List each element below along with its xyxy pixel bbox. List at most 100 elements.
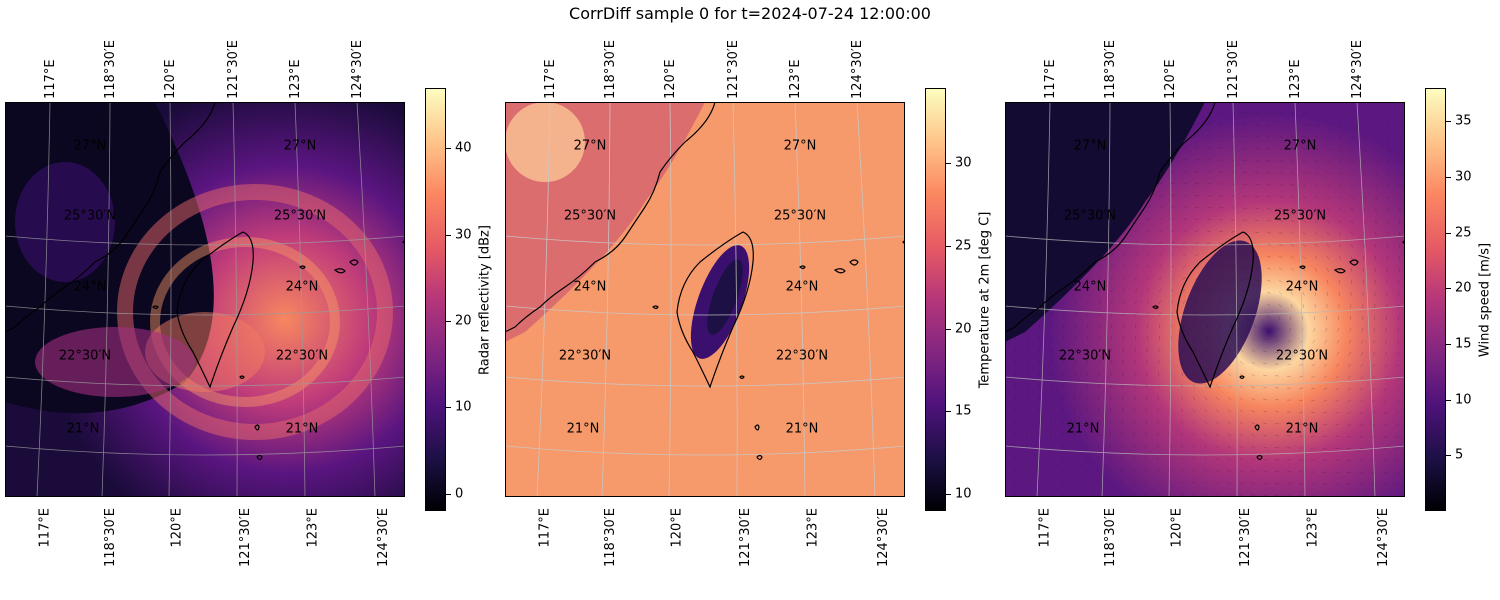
- wind-vector: [1038, 324, 1041, 329]
- wind-vector: [1014, 264, 1018, 269]
- wind-vector: [1049, 444, 1052, 449]
- colorbar-tick-label: 20: [955, 321, 972, 337]
- wind-vector: [1278, 291, 1283, 295]
- wind-vector: [1144, 444, 1148, 449]
- wind-vector: [1146, 134, 1151, 137]
- island-coastline: [1299, 265, 1306, 270]
- mainland-coastline: [5, 102, 216, 333]
- wind-vector: [1314, 315, 1316, 320]
- wind-vector: [1335, 375, 1340, 379]
- wind-vector: [1061, 480, 1064, 485]
- colorbar-tick: [446, 148, 451, 150]
- wind-vector: [1326, 267, 1329, 272]
- wind-vector: [1073, 432, 1076, 437]
- wind-vector: [1239, 421, 1244, 425]
- wind-vector: [1362, 303, 1364, 309]
- wind-vector: [1014, 204, 1018, 209]
- wind-vector: [1134, 288, 1138, 293]
- wind-vector: [1014, 121, 1019, 125]
- wind-vector: [1302, 255, 1306, 260]
- wind-vector: [1263, 434, 1268, 437]
- wind-vector: [1325, 327, 1328, 332]
- latitude-label: 21°N: [66, 421, 100, 437]
- wind-vector: [1335, 435, 1340, 438]
- bottom-longitude-tick-label: 118°30′E: [1103, 508, 1118, 568]
- colorbar-tick: [1446, 121, 1451, 123]
- wind-vector: [1062, 276, 1066, 281]
- wind-vector: [1263, 482, 1268, 485]
- wind-vector: [1013, 492, 1016, 497]
- wind-vector: [1132, 444, 1136, 449]
- wind-vector: [1038, 204, 1042, 209]
- wind-vector: [1014, 276, 1018, 281]
- wind-vector: [1326, 183, 1331, 187]
- wind-vector: [1398, 195, 1402, 200]
- wind-vector: [1203, 457, 1208, 461]
- wind-vector: [1181, 372, 1184, 377]
- wind-vector: [1218, 324, 1220, 329]
- wind-vector: [1374, 255, 1377, 260]
- wind-vector: [1266, 183, 1271, 186]
- wind-vector: [1242, 171, 1248, 173]
- wind-vector: [1086, 252, 1090, 257]
- wind-vector: [1074, 228, 1078, 233]
- wind-vector: [1156, 444, 1160, 449]
- wind-vector: [1302, 147, 1307, 151]
- wind-vector: [1049, 456, 1052, 461]
- bottom-longitude-tick-label: 117°E: [538, 508, 553, 548]
- wind-vector: [1097, 432, 1100, 437]
- wind-vector: [1314, 171, 1319, 175]
- bottom-longitude-tick-label: 118°30′E: [103, 508, 118, 568]
- latitude-label: 24°N: [573, 279, 607, 295]
- wind-vector: [1110, 300, 1113, 305]
- wind-vector: [1263, 446, 1268, 449]
- wind-vector: [1215, 493, 1220, 497]
- wind-vector: [1086, 324, 1089, 329]
- wind-vector: [1157, 384, 1160, 389]
- wind-vector: [1182, 147, 1188, 149]
- wind-vector: [1144, 468, 1148, 473]
- wind-vector: [1302, 123, 1307, 127]
- wind-vector: [1326, 243, 1330, 248]
- wind-vector: [1383, 471, 1388, 474]
- wind-vector: [1239, 397, 1244, 401]
- colorbar-tick: [446, 321, 451, 323]
- wind-vector: [1215, 409, 1220, 413]
- wind-vector: [1227, 481, 1232, 485]
- wind-vector: [1314, 291, 1317, 296]
- wind-vector: [1323, 375, 1328, 379]
- wind-vector: [1179, 493, 1184, 497]
- wind-vector: [1098, 145, 1103, 149]
- wind-vector: [1227, 397, 1232, 401]
- wind-vector: [1026, 348, 1028, 353]
- wind-vector: [1014, 169, 1019, 173]
- wind-vector: [1263, 374, 1268, 377]
- wind-vector: [1216, 384, 1220, 389]
- wind-vector: [1278, 159, 1283, 162]
- wind-vector: [1122, 134, 1127, 137]
- wind-vector: [1276, 327, 1280, 332]
- wind-vector: [1158, 158, 1163, 161]
- wind-vector: [1398, 255, 1400, 261]
- wind-vector: [1097, 468, 1100, 473]
- wind-vector: [1170, 218, 1175, 221]
- wind-vector: [1062, 407, 1064, 413]
- wind-vector: [1362, 111, 1367, 115]
- wind-vector: [1110, 205, 1115, 209]
- wind-vector: [1182, 135, 1188, 137]
- wind-vector: [1371, 387, 1376, 391]
- wind-vector: [1194, 183, 1199, 185]
- island-coastline: [652, 305, 659, 310]
- wind-vector: [1026, 336, 1029, 341]
- wind-vector: [1206, 230, 1211, 233]
- wind-vector: [1156, 420, 1160, 425]
- wind-vector: [1385, 315, 1388, 320]
- wind-vector: [1338, 219, 1342, 224]
- wind-vector: [1194, 242, 1199, 245]
- top-longitude-tick-label: 117°E: [1043, 59, 1058, 99]
- wind-vector: [1121, 420, 1124, 425]
- wind-vector: [1254, 135, 1259, 138]
- wind-vector: [1290, 279, 1294, 284]
- wind-vector: [1350, 207, 1354, 212]
- wind-vector: [1278, 207, 1283, 210]
